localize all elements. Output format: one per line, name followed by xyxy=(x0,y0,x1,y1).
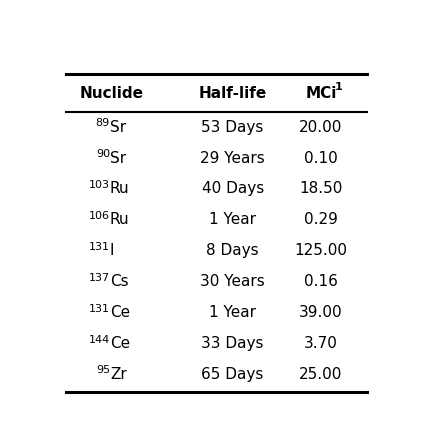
Text: 89: 89 xyxy=(96,118,110,128)
Text: Ce: Ce xyxy=(110,336,130,351)
Text: 1 Year: 1 Year xyxy=(209,212,256,227)
Text: 1 Year: 1 Year xyxy=(209,305,256,320)
Text: Sr: Sr xyxy=(110,119,126,135)
Text: Zr: Zr xyxy=(110,367,127,382)
Text: 65 Days: 65 Days xyxy=(201,367,264,382)
Text: MCi: MCi xyxy=(305,86,337,101)
Text: 1: 1 xyxy=(335,83,343,92)
Text: 39.00: 39.00 xyxy=(299,305,343,320)
Text: 25.00: 25.00 xyxy=(299,367,343,382)
Text: 40 Days: 40 Days xyxy=(201,182,264,197)
Text: Half-life: Half-life xyxy=(198,86,267,101)
Text: Cs: Cs xyxy=(110,274,129,289)
Text: 131: 131 xyxy=(89,304,110,313)
Text: 144: 144 xyxy=(89,334,110,345)
Text: Ce: Ce xyxy=(110,305,130,320)
Text: 53 Days: 53 Days xyxy=(201,119,264,135)
Text: Nuclide: Nuclide xyxy=(80,86,143,101)
Text: 103: 103 xyxy=(89,180,110,190)
Text: 0.29: 0.29 xyxy=(304,212,338,227)
Text: 30 Years: 30 Years xyxy=(200,274,265,289)
Text: 29 Years: 29 Years xyxy=(200,151,265,166)
Text: 8 Days: 8 Days xyxy=(206,243,259,258)
Text: Ru: Ru xyxy=(110,212,130,227)
Text: 137: 137 xyxy=(89,273,110,283)
Text: 125.00: 125.00 xyxy=(295,243,347,258)
Text: Sr: Sr xyxy=(110,151,126,166)
Text: 0.16: 0.16 xyxy=(304,274,338,289)
Text: 0.10: 0.10 xyxy=(304,151,338,166)
Text: 18.50: 18.50 xyxy=(299,182,343,197)
Text: 3.70: 3.70 xyxy=(304,336,338,351)
Text: 90: 90 xyxy=(96,149,110,159)
Text: 95: 95 xyxy=(96,365,110,376)
Text: 33 Days: 33 Days xyxy=(201,336,264,351)
Text: Ru: Ru xyxy=(110,182,130,197)
Text: 106: 106 xyxy=(89,211,110,221)
Text: 131: 131 xyxy=(89,242,110,252)
Text: 20.00: 20.00 xyxy=(299,119,343,135)
Text: I: I xyxy=(110,243,114,258)
